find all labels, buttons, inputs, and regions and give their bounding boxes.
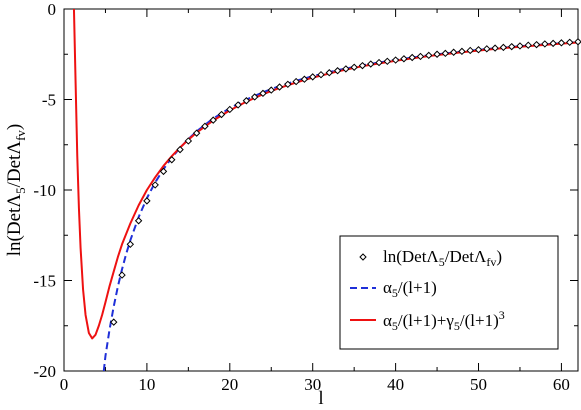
legend-label-fit1: α5/(l+1) bbox=[383, 278, 437, 300]
data-point bbox=[159, 167, 168, 176]
data-point bbox=[168, 156, 176, 164]
data-point bbox=[566, 38, 574, 47]
legend-label-fit2: α5/(l+1)+γ5/(l+1)3 bbox=[383, 308, 505, 333]
series-layer bbox=[72, 8, 581, 372]
data-point bbox=[350, 63, 358, 71]
data-point bbox=[383, 57, 392, 66]
x-tick-label: 0 bbox=[60, 375, 69, 394]
data-point bbox=[458, 47, 466, 56]
y-tick-label: -15 bbox=[33, 272, 56, 291]
data-point bbox=[242, 97, 251, 105]
data-point bbox=[192, 129, 201, 137]
data-point bbox=[325, 69, 333, 77]
legend-diamond-marker bbox=[359, 253, 367, 261]
data-point bbox=[391, 56, 400, 64]
data-point bbox=[267, 86, 275, 94]
data-point bbox=[507, 42, 516, 51]
data-point bbox=[449, 48, 458, 56]
data-point bbox=[317, 70, 325, 79]
x-tick-label: 50 bbox=[470, 375, 487, 394]
data-point bbox=[151, 181, 159, 189]
data-point bbox=[532, 40, 541, 49]
data-point bbox=[466, 46, 474, 55]
legend: ln(DetΛ5/DetΛfv) α5/(l+1) α5/(l+1)+γ5/(l… bbox=[339, 235, 559, 350]
data-point bbox=[259, 89, 267, 98]
y-tick-label: -20 bbox=[33, 362, 56, 381]
data-point bbox=[176, 145, 184, 154]
data-point bbox=[201, 122, 209, 130]
legend-label-points: ln(DetΛ5/DetΛfv) bbox=[383, 247, 502, 269]
x-axis-label: l bbox=[318, 388, 323, 409]
series-line-fit2 bbox=[72, 8, 579, 340]
data-point bbox=[292, 77, 300, 86]
data-point bbox=[541, 40, 549, 48]
data-point bbox=[110, 318, 118, 326]
data-point bbox=[309, 73, 317, 81]
data-point bbox=[358, 61, 367, 70]
data-point bbox=[441, 49, 450, 58]
data-point bbox=[284, 80, 292, 89]
data-point bbox=[499, 43, 508, 52]
data-point bbox=[118, 271, 126, 279]
data-point bbox=[425, 51, 433, 60]
data-point bbox=[433, 50, 441, 58]
data-point bbox=[474, 46, 483, 54]
data-point bbox=[126, 240, 135, 249]
legend-box bbox=[339, 235, 559, 350]
data-point bbox=[375, 58, 383, 67]
data-point bbox=[524, 41, 532, 49]
tick-group: 0 10 20 30 40 50 60 0 -5 -10 -15 -20 bbox=[33, 0, 578, 394]
data-point bbox=[400, 55, 408, 63]
data-point bbox=[143, 197, 151, 205]
data-point bbox=[209, 116, 217, 124]
data-point bbox=[275, 83, 284, 91]
data-point bbox=[184, 137, 193, 145]
y-tick-label: -10 bbox=[33, 181, 56, 200]
data-point bbox=[574, 38, 581, 46]
x-tick-label: 30 bbox=[304, 375, 321, 394]
data-point bbox=[416, 52, 425, 61]
x-tick-label: 60 bbox=[553, 375, 570, 394]
data-point bbox=[300, 75, 309, 83]
data-point bbox=[226, 105, 234, 114]
x-tick-label: 40 bbox=[387, 375, 404, 394]
y-axis-label: ln(DetΛ5/DetΛfv) bbox=[4, 124, 28, 257]
y-tick-label: 0 bbox=[48, 0, 57, 19]
data-point bbox=[557, 39, 566, 47]
data-point bbox=[549, 39, 557, 48]
data-point bbox=[516, 42, 524, 50]
data-point bbox=[234, 101, 242, 109]
y-tick-label: -5 bbox=[42, 91, 56, 110]
data-point bbox=[483, 45, 491, 53]
data-point bbox=[134, 217, 143, 225]
x-tick-label: 20 bbox=[221, 375, 238, 394]
data-point bbox=[367, 60, 375, 68]
data-point bbox=[217, 110, 226, 119]
data-point bbox=[408, 53, 416, 62]
data-point bbox=[250, 93, 259, 101]
data-point bbox=[342, 65, 350, 73]
x-tick-label: 10 bbox=[138, 375, 155, 394]
data-point bbox=[333, 67, 342, 75]
data-point bbox=[491, 44, 499, 52]
